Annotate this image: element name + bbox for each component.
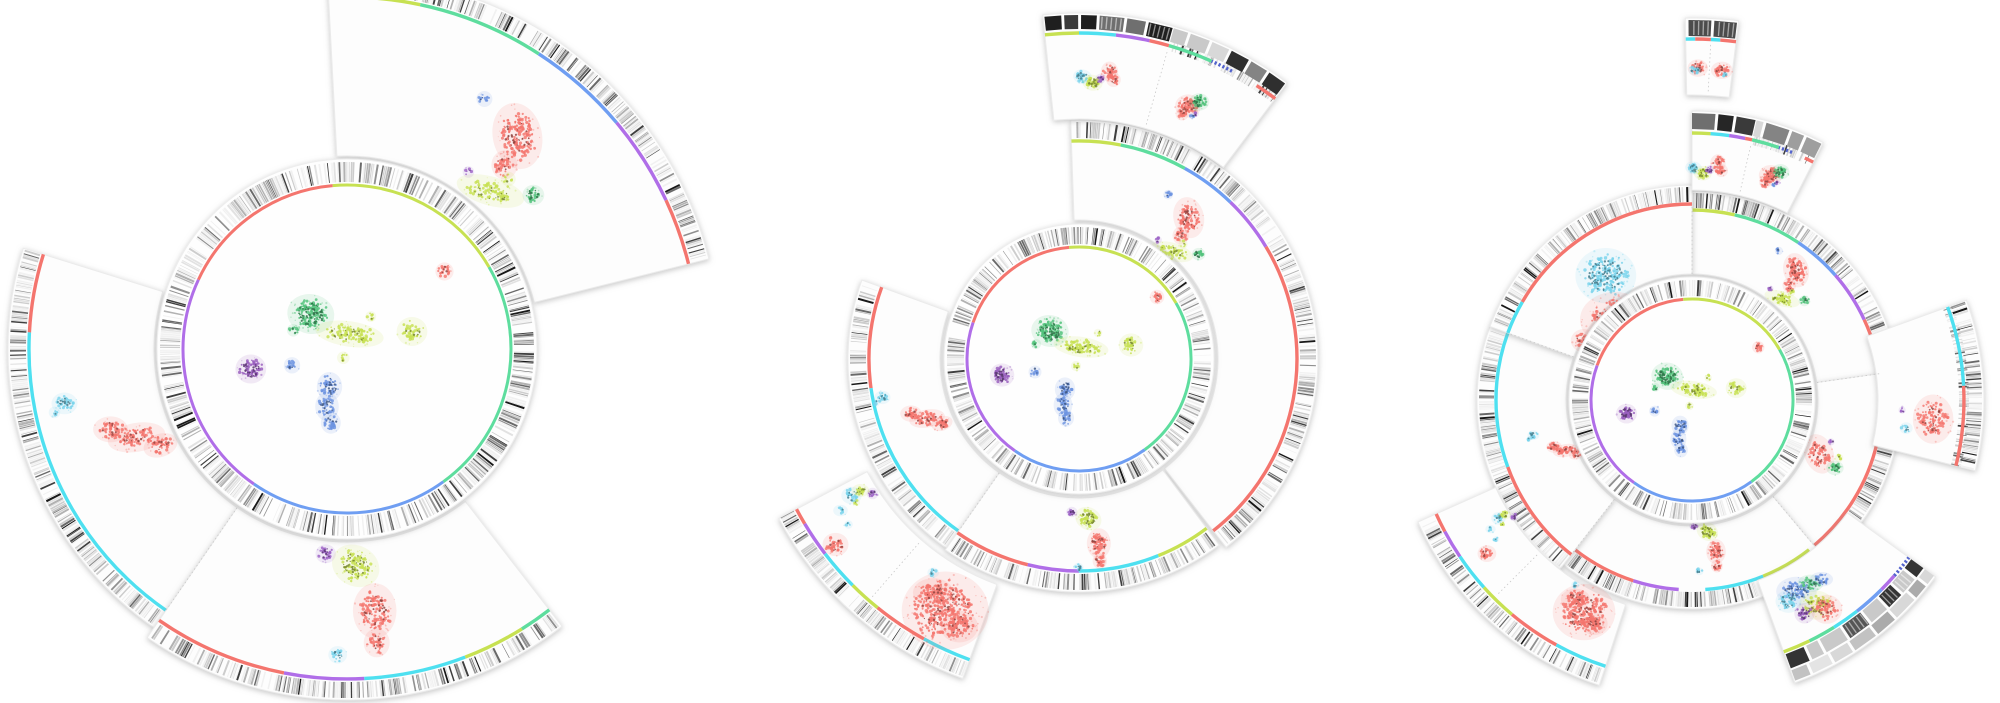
- depth3-panel: [1417, 17, 1985, 686]
- depth1-panel-wedge-1: [7, 247, 238, 629]
- depth3-panel-wedge-3: [1476, 325, 1616, 571]
- depth2-panel-center: [943, 223, 1215, 495]
- depth3-panel-wedge-8: [1757, 512, 1937, 684]
- depth3-panel-center: [1568, 276, 1816, 524]
- depth2-panel-wedge-2: [944, 469, 1220, 593]
- depth1-panel: [7, 0, 710, 701]
- depth3-panel-wedge-5: [1685, 110, 1824, 214]
- depth1-panel-wedge-0: [328, 0, 710, 303]
- depth2-panel-wedge-0: [1070, 119, 1319, 549]
- depth1-panel-center: [156, 158, 538, 540]
- depth2-panel-wedge-4: [778, 471, 998, 680]
- depth2-panel-wedge-1: [847, 279, 1000, 549]
- depth1-panel-wedge-2: [146, 500, 563, 701]
- depth3-panel-wedge-6: [1684, 17, 1740, 98]
- depth3-panel-wedge-9: [1417, 486, 1627, 686]
- depth2-panel-wedge-3: [1042, 12, 1288, 168]
- depth3-panel-wedge-7: [1866, 299, 1985, 472]
- depth2-panel: [778, 12, 1319, 680]
